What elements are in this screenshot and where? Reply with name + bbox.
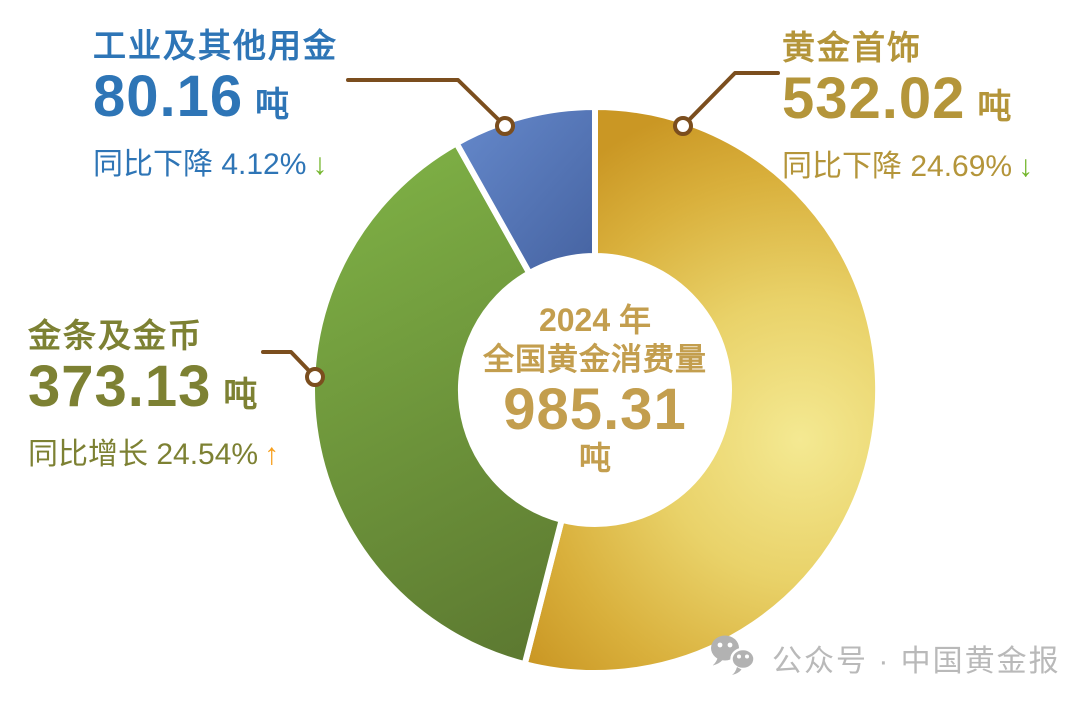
leader-line-jewelry <box>681 71 780 128</box>
callout-gold-jewelry: 黄金首饰 532.02 吨 同比下降 24.69% ↓ <box>782 28 1033 185</box>
segment-unit: 吨 <box>223 376 258 414</box>
center-unit: 吨 <box>578 440 611 476</box>
segment-change: 同比下降 4.12% ↓ <box>93 147 338 183</box>
arrow-down-icon: ↓ <box>1018 150 1034 183</box>
segment-change-text: 同比下降 24.69% <box>782 150 1013 183</box>
segment-change: 同比下降 24.69% ↓ <box>782 149 1033 185</box>
segment-change-text: 同比下降 4.12% <box>93 148 307 181</box>
center-title: 全国黄金消费量 <box>483 342 707 377</box>
leader-line-bars <box>261 350 317 379</box>
arrow-down-icon: ↓ <box>312 148 328 181</box>
center-total-value: 985.31 <box>503 377 687 442</box>
segment-value-row: 532.02 吨 <box>782 68 1033 145</box>
segment-value-row: 373.13 吨 <box>28 356 279 433</box>
watermark: 公众号 · 中国黄金报 <box>710 634 1061 682</box>
segment-name: 金条及金币 <box>28 317 203 354</box>
segment-value: 373.13 <box>28 354 212 419</box>
segment-name: 黄金首饰 <box>782 29 922 66</box>
callout-industrial-gold: 工业及其他用金 80.16 吨 同比下降 4.12% ↓ <box>93 26 338 183</box>
segment-change-text: 同比增长 24.54% <box>28 438 259 471</box>
segment-name: 工业及其他用金 <box>93 27 338 64</box>
leader-line-industrial <box>346 78 507 128</box>
segment-unit: 吨 <box>255 86 290 124</box>
watermark-text: 公众号 · 中国黄金报 <box>772 645 1061 678</box>
segment-unit: 吨 <box>977 88 1012 126</box>
segment-gold-bars-coins <box>309 140 565 668</box>
segment-value: 80.16 <box>93 64 244 129</box>
leader-dot-industrial <box>495 116 515 136</box>
center-year: 2024 年 <box>538 302 652 338</box>
segment-change: 同比增长 24.54% ↑ <box>28 437 279 473</box>
leader-dot-bars <box>305 367 325 387</box>
segment-industrial-gold <box>453 104 598 277</box>
donut-center-label: 2024 年 全国黄金消费量 985.31 吨 <box>455 300 735 476</box>
leader-dot-jewelry <box>673 116 693 136</box>
segment-value: 532.02 <box>782 66 966 131</box>
segment-gold-jewelry <box>521 104 882 676</box>
arrow-up-icon: ↑ <box>264 438 280 471</box>
wechat-icon <box>711 635 756 675</box>
callout-gold-bars-coins: 金条及金币 373.13 吨 同比增长 24.54% ↑ <box>28 316 279 473</box>
segment-value-row: 80.16 吨 <box>93 66 338 143</box>
